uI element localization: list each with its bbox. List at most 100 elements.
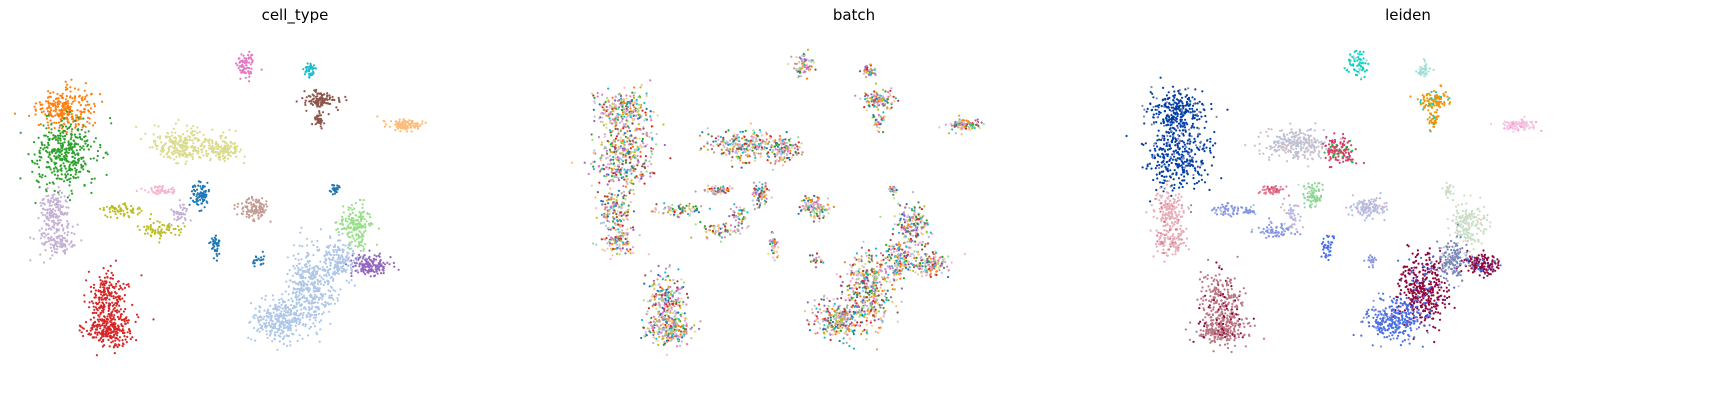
point: [600, 199, 603, 203]
point: [247, 202, 251, 205]
point: [295, 329, 298, 332]
point: [131, 303, 134, 306]
point: [116, 298, 119, 302]
point: [196, 139, 199, 143]
point: [52, 237, 55, 240]
point: [277, 315, 281, 318]
point: [266, 325, 269, 328]
point: [320, 100, 324, 103]
point: [644, 145, 647, 148]
point: [252, 315, 255, 318]
point: [46, 135, 49, 138]
point: [421, 122, 424, 125]
point: [170, 231, 173, 234]
cell-type-title: cell_type: [261, 6, 329, 24]
point: [623, 168, 626, 171]
point: [682, 281, 686, 284]
point: [118, 339, 121, 342]
point: [114, 339, 117, 342]
point: [601, 167, 604, 170]
point: [93, 324, 96, 327]
point: [263, 322, 266, 325]
point: [195, 195, 198, 198]
point: [275, 313, 278, 316]
point: [349, 236, 352, 239]
point: [273, 331, 277, 334]
point: [243, 70, 246, 74]
point: [207, 140, 210, 143]
point: [661, 278, 664, 281]
point: [86, 100, 89, 103]
point: [632, 210, 635, 213]
point: [406, 124, 409, 127]
point: [403, 122, 406, 126]
point: [348, 260, 351, 263]
cluster-14: [376, 115, 427, 133]
point: [73, 167, 77, 170]
point: [71, 117, 74, 120]
point: [622, 197, 625, 200]
point: [668, 304, 671, 307]
point: [301, 275, 305, 278]
point: [667, 307, 670, 311]
point: [312, 64, 316, 67]
point: [208, 242, 211, 245]
point: [629, 248, 632, 251]
point: [63, 155, 66, 158]
point: [46, 151, 49, 154]
point: [368, 266, 371, 269]
point: [196, 196, 199, 199]
point: [353, 207, 356, 210]
point: [297, 266, 300, 270]
point: [610, 167, 613, 170]
point: [640, 175, 643, 178]
point: [619, 247, 622, 250]
point: [129, 332, 132, 335]
point: [118, 288, 121, 291]
point: [161, 223, 164, 226]
point: [259, 315, 262, 319]
point: [104, 333, 107, 336]
point: [332, 256, 335, 259]
point: [175, 210, 178, 213]
point: [621, 160, 625, 163]
point: [608, 106, 611, 109]
point: [314, 301, 317, 304]
point: [186, 155, 189, 158]
point: [311, 123, 314, 126]
point: [325, 102, 328, 105]
point: [71, 225, 74, 228]
point: [354, 219, 357, 222]
point: [63, 117, 66, 120]
point: [612, 227, 615, 230]
point: [122, 329, 125, 332]
point: [311, 267, 314, 270]
point: [47, 155, 50, 158]
point: [311, 299, 314, 302]
point: [291, 307, 294, 310]
point: [58, 221, 61, 224]
point: [161, 144, 164, 148]
point: [43, 242, 46, 245]
point: [384, 263, 387, 266]
point: [334, 248, 337, 252]
point: [333, 98, 336, 102]
point: [604, 203, 607, 206]
point: [301, 97, 304, 100]
point: [44, 149, 48, 152]
point: [257, 214, 260, 217]
point: [623, 145, 626, 148]
point: [184, 155, 187, 158]
cluster-3: [591, 219, 650, 261]
point: [316, 105, 319, 108]
point: [96, 333, 99, 336]
point: [294, 282, 297, 285]
point: [73, 244, 76, 247]
point: [102, 303, 106, 306]
point: [603, 135, 606, 138]
point: [69, 86, 72, 89]
point: [61, 135, 64, 138]
point: [156, 144, 159, 148]
point: [199, 185, 202, 188]
point: [58, 129, 61, 132]
